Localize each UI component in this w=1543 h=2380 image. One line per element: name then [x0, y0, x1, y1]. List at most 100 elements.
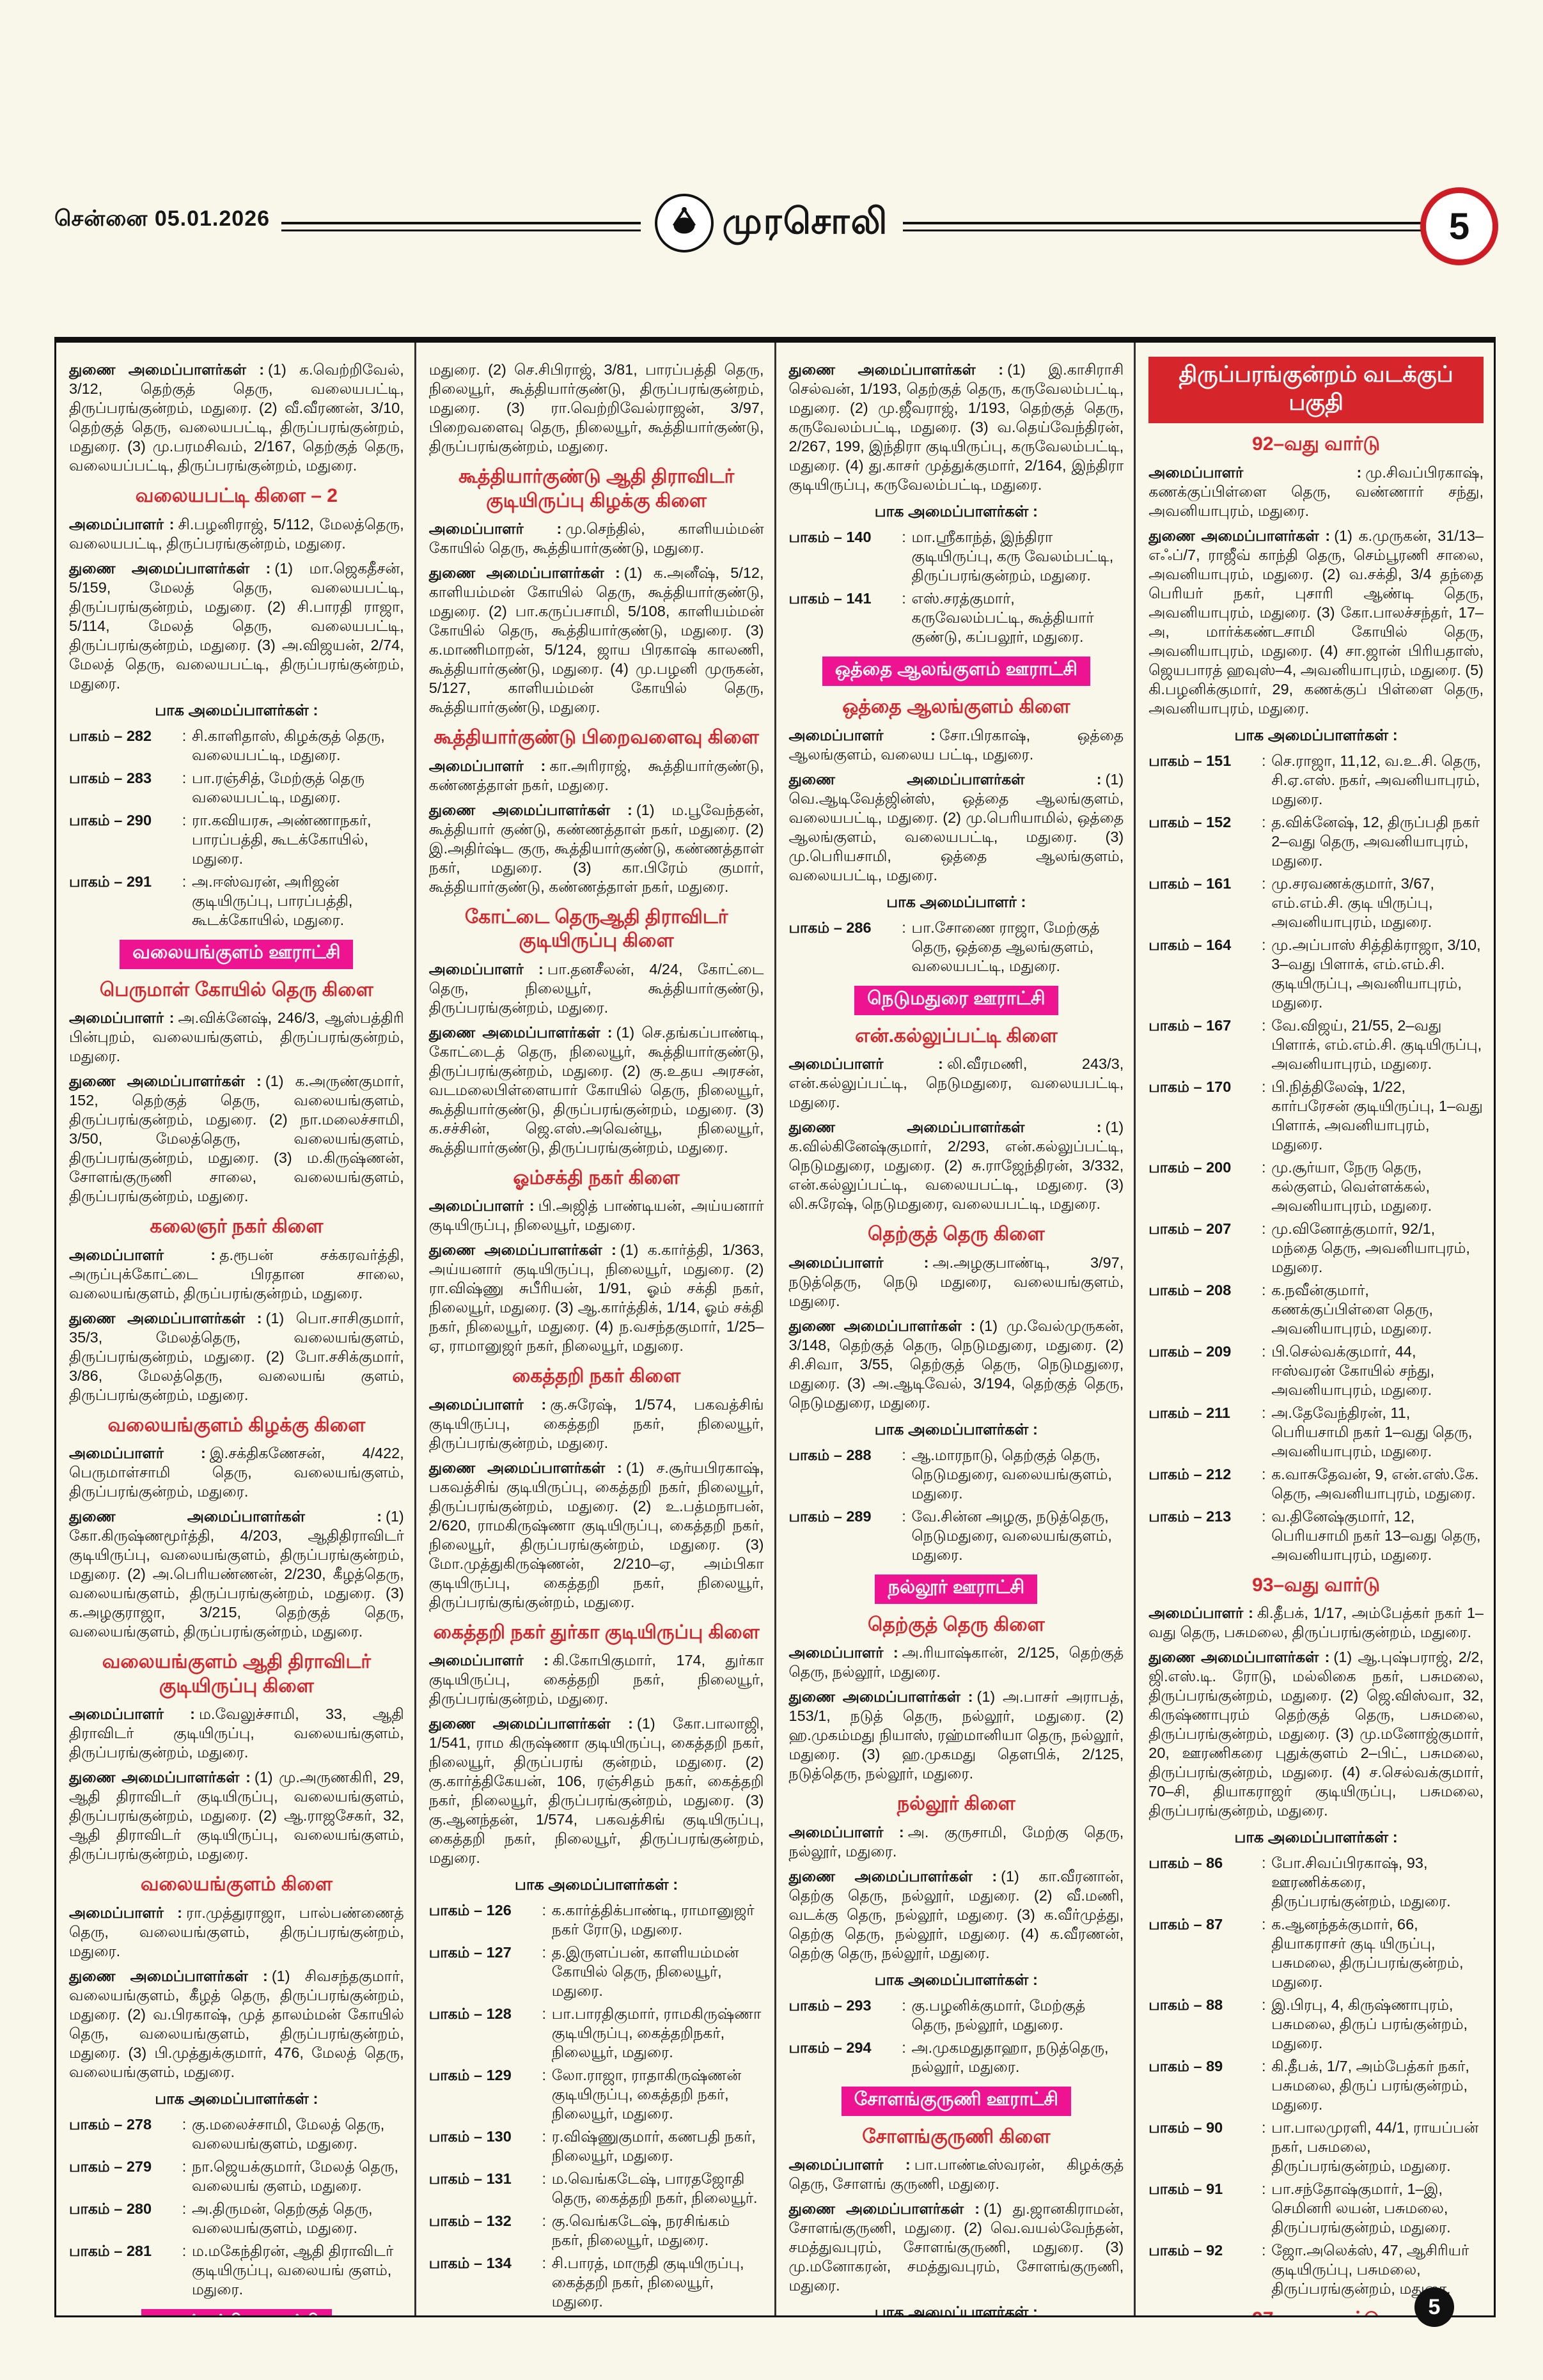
para-label: துணை அமைப்பாளர்கள் :	[428, 1459, 622, 1476]
para-label: துணை அமைப்பாளர்கள் :	[428, 564, 620, 581]
part-organizer-detail: த.இருளப்பன், காளியம்மன் கோயில் தெரு, நில…	[551, 1944, 739, 1999]
part-colon: :	[1261, 875, 1266, 892]
part-colon: :	[182, 2115, 187, 2133]
para-text: (1) ம.பூவேந்தன், கூத்தியார் குண்டு, கண்ண…	[428, 801, 764, 895]
part-organizer-row: பாகம் – 87: க.ஆனந்தக்குமார், 66, தியாகராச…	[1148, 1915, 1484, 1991]
part-colon: :	[542, 1944, 547, 1961]
organizer-para: அமைப்பாளர் : பா.பாண்டீஸ்வரன், கிழக்குத் த…	[789, 2155, 1124, 2193]
para-text: பா.பாண்டீஸ்வரன், கிழக்குத் தெரு, சோளங் க…	[788, 2156, 1124, 2192]
part-organizer-row: பாகம் – 282: சி.காளிதாஸ், கிழக்குத் தெரு,…	[69, 726, 404, 765]
part-organizer-detail: இ.பிரபு, 4, கிருஷ்ணாபுரம், பசுமலை, திருப…	[1271, 1996, 1468, 2051]
part-colon: :	[542, 1902, 547, 1918]
part-organizer-row: பாகம் – 151: செ.ராஜா, 11,12, வ.உ.சி. தெரு…	[1148, 751, 1484, 809]
para-text: பா.தனசீலன், 4/24, கோட்டை தெரு, நிலையூர்,…	[428, 960, 764, 1016]
part-colon: :	[1261, 2058, 1266, 2074]
part-colon: :	[902, 590, 906, 607]
para-label: அமைப்பாளர் :	[69, 1445, 206, 1461]
deputy-organizers-para: துணை அமைப்பாளர்கள் : (1) க.அனீஷ், 5/12, க…	[429, 563, 764, 717]
para-label: துணை அமைப்பாளர்கள் :	[788, 1688, 973, 1705]
part-organizer-detail: அ.தேவேந்திரன், 11, பெரியசாமி நகர் 1–வது …	[1271, 1404, 1473, 1459]
para-label: துணை அமைப்பாளர்கள் :	[788, 2200, 980, 2217]
part-number: பாகம் – 294	[788, 2039, 872, 2056]
part-number: பாகம் – 164	[1148, 936, 1232, 953]
organizer-para: அமைப்பாளர் : கி.கோபிகுமார், 174, துர்கா க…	[429, 1651, 764, 1708]
panchayat-heading-wrap: நல்லூர் ஊராட்சி	[789, 1574, 1124, 1604]
panchayat-heading-wrap: ஒத்தை ஆலங்குளம் ஊராட்சி	[789, 657, 1124, 686]
branch-heading: 93–வது வார்டு	[1252, 1574, 1381, 1596]
part-organizer-detail: மா.ஸ்ரீகாந்த், இந்திரா குடியிருப்பு, கரு…	[911, 529, 1114, 584]
city-date: சென்னை 05.01.2026	[54, 206, 282, 234]
part-colon: :	[542, 2005, 547, 2022]
para-label: துணை அமைப்பாளர்கள் :	[69, 1967, 268, 1984]
para-text: (1) க.கார்த்தி, 1/363, அய்யனார் குடியிரு…	[428, 1241, 764, 1354]
part-number: பாகம் – 86	[1148, 1855, 1223, 1871]
part-number: பாகம் – 282	[69, 727, 152, 744]
para-label: அமைப்பாளர் :	[69, 1009, 175, 1026]
part-organizer-detail: கு.வெங்கடேஷ், நரசிங்கம் நகர், நிலையூர், …	[551, 2213, 730, 2248]
para-text: கா.அரிராஜ், கூத்தியார்குண்டு, கண்ணத்தாள்…	[428, 757, 764, 793]
panchayat-heading: பாரப்பத்தி ஊராட்சி	[141, 2308, 332, 2315]
part-colon: :	[1261, 1220, 1266, 1237]
para-text: அ.ரியாஷ்கான், 2/125, தெற்குத் தெரு, நல்ல…	[788, 1644, 1124, 1680]
para-label: துணை அமைப்பாளர்கள் :	[69, 1309, 262, 1326]
part-organizer-detail: பா.ரஞ்சித், மேற்குத் தெரு வலையபட்டி, மது…	[192, 769, 364, 805]
part-organizer-detail: மு.வினோத்குமார், 92/1, மந்தை தெரு, அவனிய…	[1271, 1220, 1470, 1275]
branch-heading: வலையங்குளம் கிழக்கு கிளை	[107, 1414, 366, 1436]
part-number: பாகம் – 134	[428, 2255, 512, 2271]
part-number: பாகம் – 291	[69, 873, 152, 890]
part-colon: :	[1261, 752, 1266, 769]
organizer-para: அமைப்பாளர் : த.ரூபன் சக்கரவர்த்தி, அருப்ப…	[69, 1245, 404, 1303]
page-number-badge: 5	[1420, 187, 1498, 265]
part-organizers-title: பாக அமைப்பாளர்கள் :	[515, 1876, 678, 1894]
part-organizer-row: பாகம் – 167: வே.விஜய், 21/55, 2–வது பிளாக…	[1148, 1016, 1484, 1073]
para-label: அமைப்பாளர் :	[1148, 463, 1362, 481]
part-organizer-row: பாகம் – 130: ர.விஷ்ணுகுமார், கணபதி நகர், …	[429, 2127, 764, 2165]
para-text: (1) கோ.கிருஷ்ணமூர்த்தி, 4/203, ஆதிதிராவி…	[69, 1508, 404, 1640]
para-text: (1) மு.அருணகிரி, 29, ஆதி திராவிடர் குடிய…	[69, 1769, 404, 1862]
part-organizer-row: பாகம் – 283: பா.ரஞ்சித், மேற்குத் தெரு வல…	[69, 768, 404, 807]
part-organizer-row: பாகம் – 200: மு.சூர்யா, நேரு தெரு, கல்குள…	[1148, 1158, 1484, 1215]
part-number: பாகம் – 132	[428, 2213, 512, 2229]
part-organizer-detail: பா.சோணை ராஜா, மேற்குத் தெரு, ஒத்தை ஆலங்க…	[911, 919, 1100, 974]
panchayat-heading: ஒத்தை ஆலங்குளம் ஊராட்சி	[822, 657, 1091, 686]
deputy-organizers-para: துணை அமைப்பாளர்கள் : (1) க.முருகன், 31/13…	[1148, 526, 1484, 718]
murasoli-drum-logo-icon	[654, 194, 714, 253]
part-number: பாகம் – 131	[428, 2170, 512, 2187]
para-label: அமைப்பாளர் :	[788, 1823, 904, 1840]
para-label: அமைப்பாளர் :	[69, 1706, 195, 1722]
para-text: (1) கா.வீரனான், தெற்கு தெரு, நல்லூர், மத…	[788, 1867, 1124, 1961]
part-organizer-detail: ரா.கவியரசு, அண்ணாநகர், பாரப்பத்தி, கூடக்…	[192, 811, 372, 867]
part-colon: :	[542, 2170, 547, 2187]
part-number: பாகம் – 200	[1148, 1158, 1232, 1176]
part-organizer-row: பாகம் – 291: அ.ஈஸ்வரன், அரிஜன் குடியிருப்…	[69, 872, 404, 929]
deputy-organizers-para: துணை அமைப்பாளர்கள் : (1) க.அருண்குமார், 1…	[69, 1071, 404, 1206]
para-text: (1) ச.சூர்யபிரகாஷ், பகவத்சிங் குடியிருப்…	[428, 1459, 764, 1610]
branch-heading: வலையங்குளம் கிளை	[140, 1874, 333, 1895]
part-colon: :	[1261, 1342, 1266, 1360]
para-text: சி.பழனிராஜ், 5/112, மேலத்தெரு, வலையபட்டி…	[69, 515, 404, 552]
organizer-para: அமைப்பாளர் : பா.தனசீலன், 4/24, கோட்டை தெர…	[429, 960, 764, 1017]
panchayat-heading: நல்லூர் ஊராட்சி	[875, 1574, 1038, 1604]
para-label: துணை அமைப்பாளர்கள் :	[69, 1073, 262, 1089]
part-organizer-detail: அ.ஈஸ்வரன், அரிஜன் குடியிருப்பு, பாரப்பத்…	[192, 873, 353, 928]
para-text: மதுரை. (2) செ.சிபிராஜ், 3/81, பாரப்பத்தி…	[428, 361, 764, 455]
branch-heading: ஓம்சக்தி நகர் கிளை	[513, 1167, 680, 1188]
part-number: பாகம் – 151	[1148, 752, 1232, 769]
para-text: (1) க.அனீஷ், 5/12, காளியம்மன் கோயில் தெர…	[428, 564, 764, 715]
part-organizer-row: பாகம் – 91: பா.சந்தோஷ்குமார், 1–இ, செமினர…	[1148, 2179, 1484, 2237]
article-content: துணை அமைப்பாளர்கள் : (1) க.வெற்றிவேல், 3/…	[54, 337, 1496, 2317]
deputy-organizers-para: துணை அமைப்பாளர்கள் : (1) பொ.சாசிகுமார், 3…	[69, 1309, 404, 1404]
newspaper-column: திருப்பரங்குன்றம் வடக்குப் பகுதி 92–வது வ…	[1134, 343, 1494, 2315]
organizer-para: அமைப்பாளர் : லி.வீரமணி, 243/3, என்.கல்லுப…	[789, 1054, 1124, 1112]
part-number: பாகம் – 89	[1148, 2058, 1223, 2074]
part-organizer-row: பாகம் – 131: ம.வெங்கடேஷ், பாரதஜோதி தெரு, …	[429, 2169, 764, 2207]
part-number: பாகம் – 91	[1148, 2181, 1223, 2197]
footer-page-badge: 5	[1414, 2287, 1454, 2327]
masthead-title: முரசொலி	[722, 200, 889, 241]
organizer-para: அமைப்பாளர் : இ.சக்திகணேசன், 4/422, பெருமா…	[69, 1443, 404, 1501]
deputy-organizers-para: துணை அமைப்பாளர்கள் : (1) கோ.கிருஷ்ணமூர்த்…	[69, 1507, 404, 1641]
panchayat-heading: சோளங்குருணி ஊராட்சி	[841, 2086, 1072, 2116]
para-label: துணை அமைப்பாளர்கள் :	[428, 1241, 616, 1258]
part-number: பாகம் – 207	[1148, 1220, 1232, 1237]
newspaper-column: துணை அமைப்பாளர்கள் : (1) இ.காசிராசி செல்வ…	[774, 343, 1134, 2315]
